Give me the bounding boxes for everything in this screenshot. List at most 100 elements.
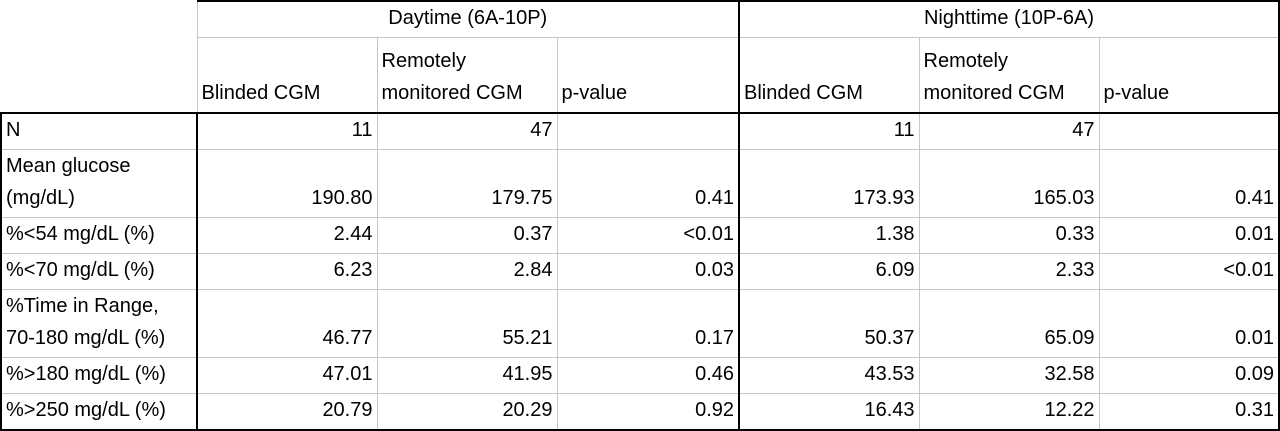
data-cell [1098, 112, 1280, 150]
label-line: %<70 mg/dL (%) [6, 258, 155, 281]
header-line: p-value [1103, 81, 1170, 104]
label-line: %Time in Range, [6, 294, 159, 317]
row-label: N [0, 112, 198, 150]
header-line: Blinded CGM [201, 81, 321, 104]
data-cell: 179.75 [376, 148, 558, 218]
cell-value: 1.38 [875, 222, 915, 245]
data-row: %<70 mg/dL (%) 6.23 2.84 0.03 6.09 2.33 <0.01 [0, 252, 1280, 290]
group-label: Daytime (6A-10P) [388, 7, 548, 29]
data-cell: 1.38 [738, 216, 920, 254]
data-cell: 0.33 [918, 216, 1100, 254]
cell-value: 47.01 [322, 362, 373, 385]
data-cell: 11 [738, 112, 920, 150]
column-header: p-value [1098, 37, 1280, 114]
data-cell: 47 [376, 112, 558, 150]
row-label: Mean glucose (mg/dL) [0, 148, 198, 218]
data-cell: 32.58 [918, 356, 1100, 394]
data-cell: 55.21 [376, 288, 558, 358]
row-label: %Time in Range, 70-180 mg/dL (%) [0, 288, 198, 358]
data-cell: 50.37 [738, 288, 920, 358]
data-cell: 11 [196, 112, 378, 150]
label-line: N [6, 118, 21, 141]
data-cell: 2.84 [376, 252, 558, 290]
cell-value: 2.33 [1055, 258, 1095, 281]
data-cell [556, 112, 741, 150]
cell-value: 2.44 [333, 222, 373, 245]
cell-value: 16.43 [864, 398, 915, 421]
label-line: %<54 mg/dL (%) [6, 222, 155, 245]
cell-value: 20.29 [502, 398, 553, 421]
data-cell: <0.01 [556, 216, 741, 254]
cell-value: 173.93 [853, 186, 915, 209]
column-header: p-value [556, 37, 741, 114]
data-row: %Time in Range, 70-180 mg/dL (%) 46.77 55.2… [0, 288, 1280, 358]
cell-value: 0.41 [1235, 186, 1275, 209]
row-label: %<70 mg/dL (%) [0, 252, 198, 290]
cell-value: 0.17 [695, 326, 735, 349]
cell-value: 0.37 [513, 222, 553, 245]
data-row: %>180 mg/dL (%) 47.01 41.95 0.46 43.53 32.58 0… [0, 356, 1280, 394]
data-cell: 47.01 [196, 356, 378, 394]
cell-value: 0.41 [695, 186, 735, 209]
cell-value: 179.75 [491, 186, 553, 209]
group-header: Daytime (6A-10P) [196, 0, 741, 38]
data-cell: 16.43 [738, 392, 920, 431]
header-line: p-value [561, 81, 628, 104]
group-label: Nighttime (10P-6A) [923, 7, 1095, 29]
data-row: %<54 mg/dL (%) 2.44 0.37 <0.01 1.38 0.33 0.01 [0, 216, 1280, 254]
data-cell: 0.17 [556, 288, 741, 358]
data-cell: 6.23 [196, 252, 378, 290]
header-line: monitored CGM [381, 81, 523, 104]
cell-value: <0.01 [1223, 258, 1275, 281]
data-cell: 47 [918, 112, 1100, 150]
corner-cell [1, 1, 198, 38]
cell-value: 41.95 [502, 362, 553, 385]
header-row: Blinded CGM Remotely monitored CGM p-value B… [1, 37, 1280, 114]
data-row: %>250 mg/dL (%) 20.79 20.29 0.92 16.43 12.22 0… [0, 392, 1280, 431]
data-cell: <0.01 [1098, 252, 1280, 290]
header-line: monitored CGM [923, 81, 1065, 104]
cell-value: 47 [1072, 118, 1095, 141]
cell-value: 0.03 [695, 258, 735, 281]
data-cell: 6.09 [738, 252, 920, 290]
cell-value: 0.01 [1235, 326, 1275, 349]
data-cell: 0.09 [1098, 356, 1280, 394]
cell-value: 11 [893, 118, 915, 141]
row-label: %>250 mg/dL (%) [0, 392, 198, 431]
column-header: Remotely monitored CGM [918, 37, 1100, 114]
cell-value: 65.09 [1044, 326, 1095, 349]
label-line: %>180 mg/dL (%) [6, 362, 166, 385]
row-label: %<54 mg/dL (%) [0, 216, 198, 254]
data-row: Mean glucose (mg/dL) 190.80 179.75 0.41 173.9… [0, 148, 1280, 218]
data-cell: 65.09 [918, 288, 1100, 358]
header-line: Blinded CGM [744, 81, 863, 104]
cell-value: 6.09 [875, 258, 915, 281]
data-cell: 0.01 [1098, 216, 1280, 254]
group-row: Daytime (6A-10P) Nighttime (10P-6A) [1, 0, 1280, 38]
cell-value: 0.33 [1055, 222, 1095, 245]
cell-value: 43.53 [864, 362, 915, 385]
cell-value: 50.37 [864, 326, 915, 349]
data-cell: 2.44 [196, 216, 378, 254]
label-line: Mean glucose [6, 154, 131, 177]
data-cell: 2.33 [918, 252, 1100, 290]
cell-value: 47 [530, 118, 553, 141]
row-label: %>180 mg/dL (%) [0, 356, 198, 394]
data-cell: 0.46 [556, 356, 741, 394]
cell-value: 2.84 [513, 258, 553, 281]
label-line: 70-180 mg/dL (%) [6, 326, 166, 349]
column-header: Blinded CGM [196, 37, 378, 114]
cell-value: 165.03 [1033, 186, 1095, 209]
data-cell: 0.03 [556, 252, 741, 290]
data-cell: 190.80 [196, 148, 378, 218]
label-line: %>250 mg/dL (%) [6, 398, 166, 421]
data-cell: 165.03 [918, 148, 1100, 218]
cell-value: 12.22 [1044, 398, 1095, 421]
data-cell: 0.01 [1098, 288, 1280, 358]
cell-value: 11 [351, 118, 373, 141]
data-row: N 11 47 11 47 [0, 112, 1280, 150]
group-header: Nighttime (10P-6A) [738, 0, 1280, 38]
cell-value: <0.01 [683, 222, 735, 245]
